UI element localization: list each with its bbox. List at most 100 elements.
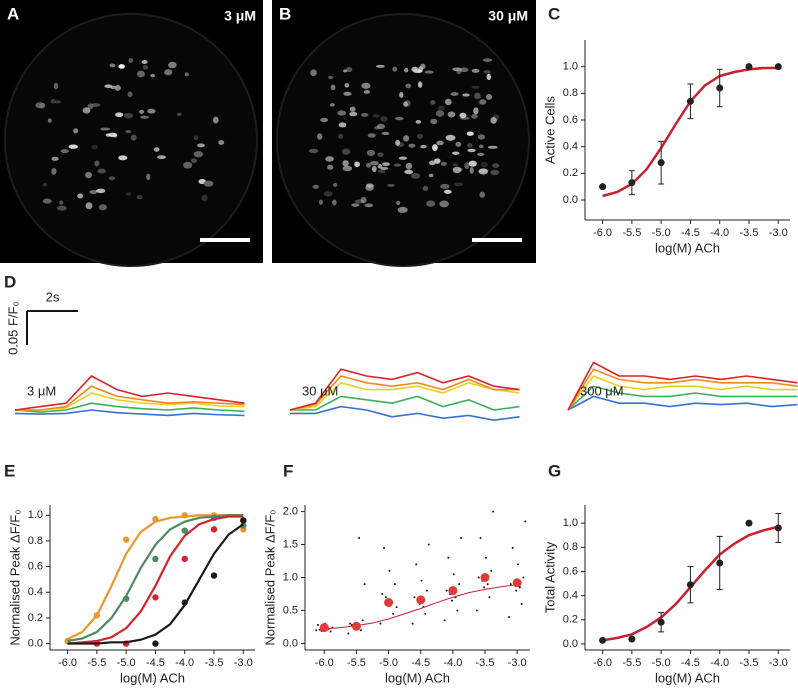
cell-blob: [428, 173, 434, 178]
sample-point: [384, 596, 387, 599]
panel-label: A: [7, 4, 19, 23]
trace: [290, 395, 520, 411]
cell-blob: [474, 92, 481, 100]
cell-blob: [191, 158, 197, 164]
cell-blob: [50, 98, 56, 104]
cell-blob: [452, 163, 459, 167]
cell-blob: [462, 93, 470, 97]
data-point: [210, 526, 218, 533]
cell-blob: [330, 84, 336, 91]
cell-blob: [318, 199, 323, 205]
sample-point: [379, 622, 382, 625]
y-tick-label: 1.0: [563, 517, 578, 529]
cell-blob: [136, 195, 143, 200]
cell-blob: [139, 109, 144, 114]
data-point: [657, 618, 665, 626]
cell-blob: [114, 84, 121, 91]
mean-point: [512, 578, 522, 588]
data-point: [240, 517, 247, 524]
cell-blob: [365, 184, 374, 191]
x-axis-title: log(M) ACh: [655, 240, 720, 255]
sample-point: [359, 629, 362, 632]
cell-blob: [123, 113, 134, 119]
data-point: [122, 595, 130, 602]
cell-blob: [440, 183, 450, 189]
cell-blob: [328, 75, 334, 80]
cell-blob: [82, 107, 91, 114]
cell-blob: [398, 156, 408, 160]
cell-blob: [361, 82, 371, 89]
trace: [14, 409, 245, 417]
data-point: [181, 555, 188, 563]
cell-blob: [343, 69, 348, 73]
cell-blob: [454, 182, 464, 187]
cell-blob: [323, 191, 333, 197]
cell-blob: [399, 91, 404, 98]
cell-blob: [176, 112, 182, 116]
cell-blob: [317, 133, 323, 140]
cell-blob: [387, 183, 395, 187]
cell-blob: [203, 180, 214, 187]
cell-blob: [455, 141, 462, 147]
cell-blob: [471, 85, 480, 89]
sample-point: [395, 606, 398, 609]
y-tick-label: 1.5: [283, 538, 298, 550]
trace: [289, 375, 520, 411]
cell-blob: [354, 161, 360, 168]
cell-blob: [436, 140, 444, 146]
cell-blob: [464, 162, 470, 170]
concentration-label: 3 μM: [224, 8, 256, 24]
cell-blob: [479, 99, 487, 105]
y-tick-label: 2.0: [283, 505, 298, 517]
data-point: [599, 183, 607, 191]
fit-curve: [67, 514, 244, 643]
cell-blob: [73, 128, 79, 134]
cell-blob: [371, 165, 377, 173]
cell-blob: [422, 185, 429, 191]
cell-blob: [395, 139, 401, 146]
cell-blob: [450, 92, 459, 96]
cell-blob: [405, 162, 413, 170]
cell-blob: [320, 117, 329, 123]
cell-blob: [118, 155, 128, 161]
x-tick-label: -3.5: [740, 227, 759, 239]
cell-blob: [57, 205, 67, 211]
panel-label: E: [4, 461, 15, 480]
cell-blob: [434, 158, 441, 164]
sample-point: [518, 586, 521, 589]
cell-blob: [108, 176, 116, 181]
trace: [567, 368, 798, 411]
cell-blob: [445, 134, 456, 141]
panel-label: D: [4, 272, 16, 291]
cell-blob: [351, 203, 360, 207]
data-point: [686, 581, 694, 589]
sample-point: [420, 579, 423, 582]
sample-point: [483, 586, 486, 589]
data-point: [628, 635, 636, 643]
cell-blob: [349, 111, 358, 117]
cell-blob: [467, 148, 476, 153]
x-axis-title: log(M) ACh: [655, 670, 720, 685]
cell-blob: [394, 116, 404, 121]
x-tick-label: -4.0: [710, 227, 729, 239]
data-point: [181, 512, 188, 519]
data-point: [210, 572, 218, 579]
cell-blob: [193, 135, 199, 141]
x-tick-label: -5.5: [622, 227, 641, 239]
cell-blob: [439, 200, 449, 208]
y-tick-label: 0.6: [28, 560, 43, 572]
cell-blob: [430, 118, 438, 125]
data-point: [152, 515, 159, 523]
y-axis-title: Active Cells: [542, 96, 557, 164]
data-point: [181, 527, 188, 534]
sample-point: [517, 563, 520, 566]
trace: [567, 361, 798, 411]
y-tick-label: 0.4: [28, 586, 43, 598]
cell-blob: [85, 171, 92, 179]
scale-bar-amplitude-label: 0.05 F/F₀: [5, 301, 20, 355]
sample-point: [522, 576, 525, 579]
cell-blob: [47, 118, 52, 123]
cell-blob: [405, 83, 412, 89]
cell-blob: [349, 106, 356, 112]
mean-point: [448, 586, 458, 596]
